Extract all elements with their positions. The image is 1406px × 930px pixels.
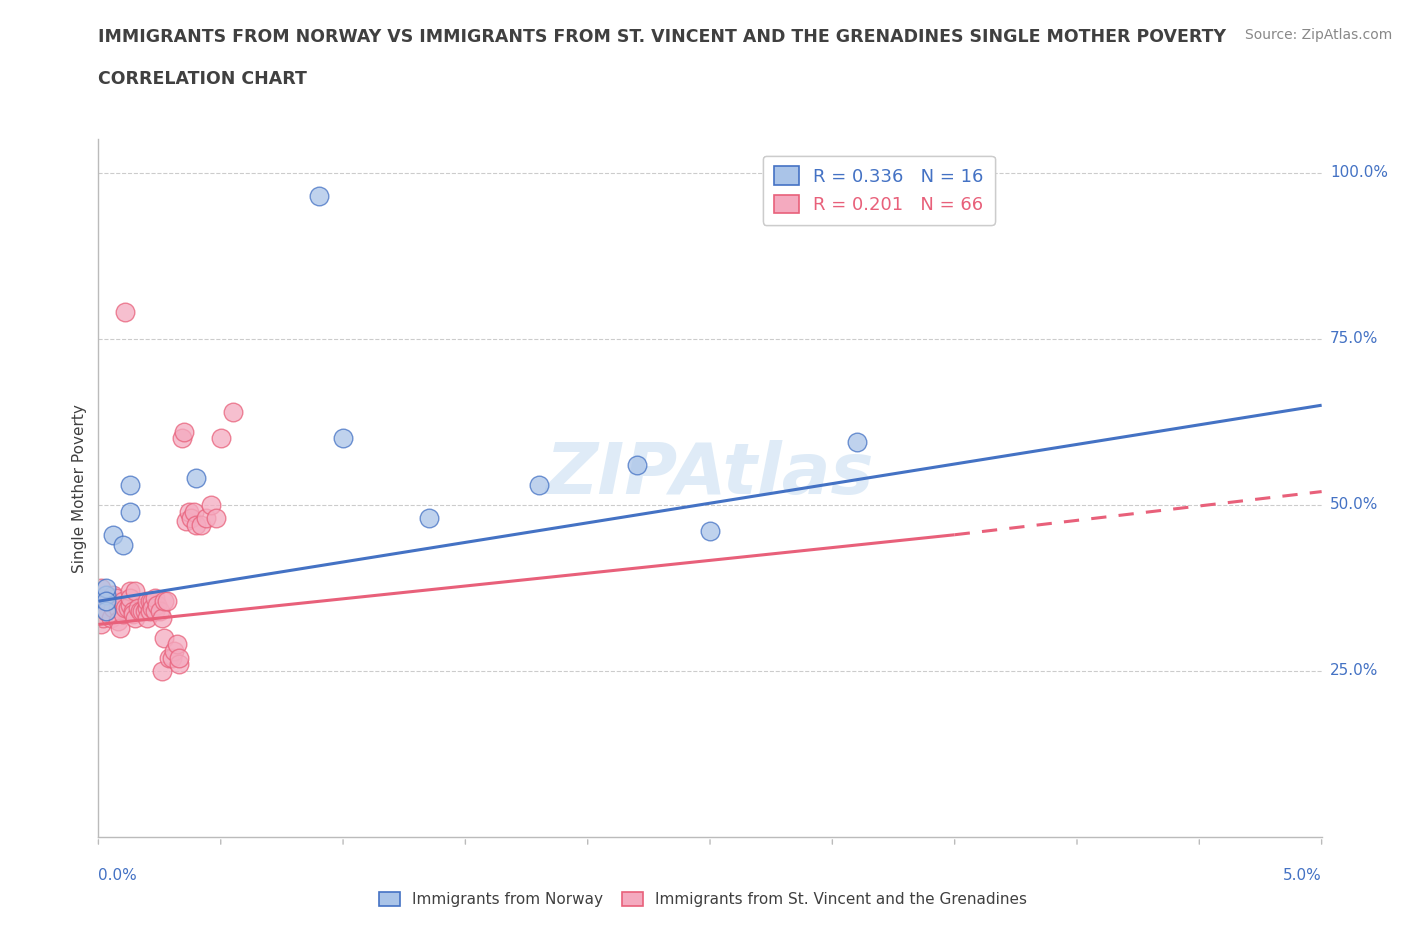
- Point: [153, 593, 176, 608]
- Point: [110, 620, 132, 635]
- Point: [527, 477, 550, 492]
- Text: 0.0%: 0.0%: [98, 868, 138, 883]
- Point: [160, 650, 183, 665]
- Point: [195, 511, 218, 525]
- Point: [101, 601, 124, 616]
- Text: 100.0%: 100.0%: [1330, 166, 1388, 180]
- Point: [117, 601, 139, 616]
- Point: [120, 597, 142, 612]
- Point: [97, 593, 120, 608]
- Point: [107, 614, 129, 629]
- Point: [150, 610, 173, 625]
- Point: [124, 584, 146, 599]
- Point: [156, 593, 179, 608]
- Point: [176, 514, 198, 529]
- Point: [120, 504, 142, 519]
- Point: [90, 580, 112, 595]
- Point: [120, 584, 142, 599]
- Text: 75.0%: 75.0%: [1330, 331, 1378, 346]
- Point: [845, 434, 868, 449]
- Point: [626, 458, 648, 472]
- Text: IMMIGRANTS FROM NORWAY VS IMMIGRANTS FROM ST. VINCENT AND THE GRENADINES SINGLE : IMMIGRANTS FROM NORWAY VS IMMIGRANTS FRO…: [98, 28, 1226, 46]
- Point: [111, 538, 134, 552]
- Point: [136, 610, 159, 625]
- Point: [139, 604, 162, 618]
- Point: [143, 591, 166, 605]
- Point: [183, 504, 205, 519]
- Point: [157, 650, 180, 665]
- Point: [114, 601, 136, 616]
- Point: [101, 587, 124, 602]
- Legend: Immigrants from Norway, Immigrants from St. Vincent and the Grenadines: Immigrants from Norway, Immigrants from …: [373, 885, 1033, 913]
- Point: [90, 591, 112, 605]
- Point: [104, 591, 127, 605]
- Point: [146, 597, 169, 612]
- Point: [186, 471, 208, 485]
- Point: [186, 517, 208, 532]
- Point: [205, 511, 228, 525]
- Point: [94, 604, 117, 618]
- Text: CORRELATION CHART: CORRELATION CHART: [98, 70, 308, 87]
- Point: [121, 604, 143, 618]
- Point: [141, 593, 163, 608]
- Point: [94, 587, 117, 602]
- Point: [90, 601, 112, 616]
- Text: ZIPAtlas: ZIPAtlas: [546, 440, 875, 509]
- Point: [332, 431, 354, 445]
- Point: [418, 511, 440, 525]
- Point: [180, 511, 202, 525]
- Point: [177, 504, 200, 519]
- Point: [136, 593, 159, 608]
- Text: Source: ZipAtlas.com: Source: ZipAtlas.com: [1244, 28, 1392, 42]
- Point: [139, 593, 162, 608]
- Point: [91, 610, 114, 625]
- Point: [190, 517, 212, 532]
- Point: [94, 604, 117, 618]
- Point: [141, 601, 163, 616]
- Point: [308, 189, 330, 204]
- Point: [167, 650, 190, 665]
- Point: [149, 604, 172, 618]
- Point: [150, 663, 173, 678]
- Point: [170, 431, 193, 445]
- Point: [91, 601, 114, 616]
- Point: [134, 604, 156, 618]
- Point: [121, 607, 143, 622]
- Point: [143, 604, 166, 618]
- Point: [131, 604, 153, 618]
- Point: [111, 593, 134, 608]
- Text: 25.0%: 25.0%: [1330, 663, 1378, 678]
- Point: [173, 424, 195, 439]
- Text: 5.0%: 5.0%: [1282, 868, 1322, 883]
- Point: [167, 657, 190, 671]
- Point: [153, 631, 176, 645]
- Point: [114, 305, 136, 320]
- Y-axis label: Single Mother Poverty: Single Mother Poverty: [72, 404, 87, 573]
- Point: [124, 610, 146, 625]
- Legend: R = 0.336   N = 16, R = 0.201   N = 66: R = 0.336 N = 16, R = 0.201 N = 66: [763, 155, 994, 225]
- Point: [222, 405, 245, 419]
- Point: [699, 524, 721, 538]
- Point: [166, 637, 188, 652]
- Point: [127, 601, 149, 616]
- Point: [94, 580, 117, 595]
- Point: [120, 477, 142, 492]
- Point: [129, 604, 152, 618]
- Point: [107, 601, 129, 616]
- Point: [101, 527, 124, 542]
- Point: [163, 644, 186, 658]
- Point: [94, 593, 117, 608]
- Point: [111, 607, 134, 622]
- Point: [100, 610, 122, 625]
- Point: [209, 431, 232, 445]
- Point: [136, 601, 159, 616]
- Point: [200, 498, 222, 512]
- Point: [120, 591, 142, 605]
- Point: [90, 617, 112, 631]
- Text: 50.0%: 50.0%: [1330, 498, 1378, 512]
